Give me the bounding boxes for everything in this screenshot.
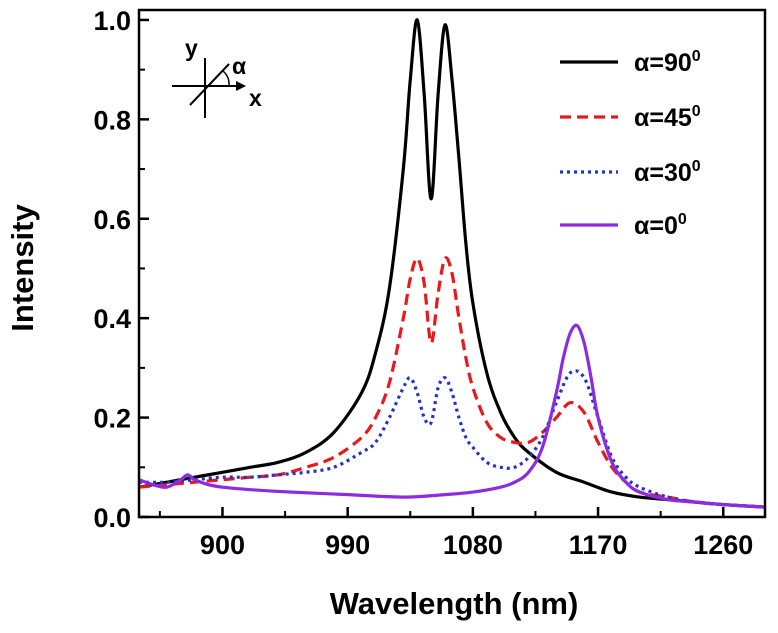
inset-angle-label: α — [232, 53, 246, 79]
inset-polarization-axis — [189, 63, 230, 106]
legend-label-30: α=300 — [634, 158, 701, 187]
series-line-1-2 — [139, 369, 765, 509]
y-tick-label-5: 1.0 — [93, 6, 131, 36]
inset-angle-arc-icon — [222, 70, 230, 87]
legend-item-45: α=450 — [560, 103, 701, 132]
x-tick-label-900: 900 — [200, 530, 245, 560]
y-tick-label-4: 0.8 — [93, 105, 131, 135]
y-tick-label-3: 0.6 — [93, 205, 131, 235]
legend-label-90: α=900 — [634, 48, 701, 77]
legend-label-45: α=450 — [634, 103, 701, 132]
inset-x-label: x — [249, 85, 262, 111]
y-tick-label-1: 0.2 — [93, 404, 131, 434]
inset-y-label: y — [185, 35, 198, 61]
series-line-1-3 — [139, 323, 765, 509]
series-group — [139, 18, 765, 509]
legend-label-0: α=00 — [634, 211, 687, 240]
plot-layer — [139, 18, 765, 509]
x-tick-label-1260: 1260 — [693, 530, 753, 560]
x-axis-title: Wavelength (nm) — [330, 586, 579, 621]
axes-layer: 900 990 1080 1170 1260 0.0 0.2 0.4 0.6 0.8 1.0 — [93, 6, 767, 560]
y-tick-label-0: 0.0 — [93, 503, 131, 533]
legend-item-0: α=00 — [560, 211, 687, 240]
series-line-1-1 — [139, 256, 765, 509]
legend-item-90: α=900 — [560, 48, 701, 77]
inset-x-arrowhead — [236, 81, 246, 91]
y-tick-label-2: 0.4 — [93, 304, 131, 334]
legend: α=900 α=450 α=300 α=00 — [560, 48, 701, 240]
x-tick-label-1170: 1170 — [569, 530, 628, 560]
x-tick-label-990: 990 — [325, 530, 370, 560]
polarization-inset: y x α — [172, 35, 262, 118]
plot-frame — [137, 8, 767, 519]
x-tick-label-1080: 1080 — [443, 530, 503, 560]
legend-item-30: α=300 — [560, 158, 701, 187]
series-line-1-0 — [139, 18, 765, 509]
y-axis-title: Intensity — [5, 204, 40, 332]
